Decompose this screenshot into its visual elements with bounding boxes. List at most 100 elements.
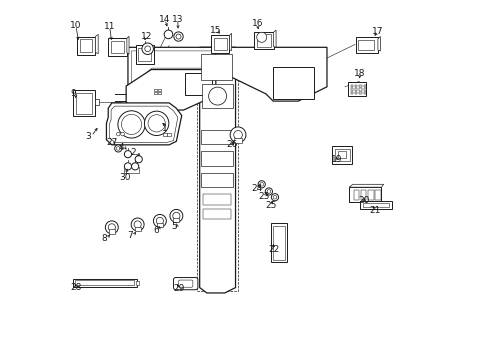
Bar <box>203 194 231 205</box>
Text: 10: 10 <box>70 21 81 30</box>
Bar <box>154 89 157 91</box>
Bar <box>355 37 377 53</box>
Bar <box>354 85 357 87</box>
Bar <box>253 32 273 49</box>
Text: 28: 28 <box>70 283 82 292</box>
Bar <box>273 67 314 99</box>
FancyBboxPatch shape <box>173 278 198 290</box>
Bar <box>350 88 352 91</box>
Text: 30: 30 <box>120 173 131 182</box>
Circle shape <box>164 30 172 39</box>
Bar <box>359 85 361 87</box>
Bar <box>353 190 359 200</box>
Bar <box>363 92 366 94</box>
Circle shape <box>135 156 142 163</box>
Text: 2: 2 <box>131 148 136 157</box>
Text: 17: 17 <box>371 27 383 36</box>
Bar <box>76 93 92 114</box>
Bar <box>334 149 349 161</box>
Bar <box>359 92 361 94</box>
Bar <box>197 54 238 291</box>
Bar <box>203 209 231 220</box>
Circle shape <box>144 111 168 135</box>
Circle shape <box>258 181 265 188</box>
Text: 23: 23 <box>258 192 270 201</box>
Polygon shape <box>126 36 129 54</box>
Text: 1: 1 <box>162 123 167 132</box>
Circle shape <box>153 215 166 227</box>
Bar <box>347 82 366 96</box>
Circle shape <box>174 32 183 41</box>
Text: 11: 11 <box>104 22 115 31</box>
Bar <box>350 92 352 94</box>
Circle shape <box>273 195 276 199</box>
Polygon shape <box>199 47 235 293</box>
Bar <box>157 223 163 227</box>
Bar <box>136 45 153 64</box>
Bar <box>109 229 115 234</box>
Circle shape <box>116 147 120 150</box>
Circle shape <box>116 132 120 136</box>
FancyBboxPatch shape <box>178 280 192 287</box>
Bar <box>138 48 151 61</box>
Bar <box>111 41 124 53</box>
Bar <box>360 190 366 200</box>
Bar <box>234 138 241 143</box>
Text: 20: 20 <box>358 196 369 205</box>
Text: 7: 7 <box>127 231 133 240</box>
Bar <box>367 190 373 200</box>
Text: 27: 27 <box>106 138 118 147</box>
Bar <box>374 190 380 200</box>
Circle shape <box>118 111 145 138</box>
Bar <box>359 88 361 91</box>
Bar <box>185 73 212 95</box>
Polygon shape <box>229 33 231 50</box>
Circle shape <box>108 224 115 231</box>
Bar <box>363 85 366 87</box>
Bar <box>354 88 357 91</box>
Text: 16: 16 <box>251 19 263 28</box>
Circle shape <box>124 150 131 158</box>
Circle shape <box>172 212 180 220</box>
Text: 18: 18 <box>353 69 365 78</box>
Bar <box>354 92 357 94</box>
Text: 21: 21 <box>368 206 380 215</box>
Text: 9: 9 <box>70 89 76 98</box>
Bar <box>77 37 95 55</box>
Polygon shape <box>95 35 98 54</box>
Bar <box>201 173 233 187</box>
Polygon shape <box>109 106 178 142</box>
Bar <box>75 280 134 285</box>
Bar <box>80 40 92 52</box>
Bar <box>123 167 139 173</box>
Bar <box>201 151 233 166</box>
Circle shape <box>265 188 272 195</box>
Polygon shape <box>215 47 326 101</box>
Circle shape <box>142 43 153 54</box>
Text: 19: 19 <box>330 156 342 165</box>
Bar <box>108 38 126 55</box>
Bar <box>213 38 226 50</box>
Circle shape <box>144 46 150 51</box>
Polygon shape <box>106 103 182 145</box>
Circle shape <box>148 115 165 132</box>
Polygon shape <box>377 37 380 51</box>
Text: 25: 25 <box>265 201 276 210</box>
Circle shape <box>233 131 242 139</box>
Bar <box>73 279 137 287</box>
Text: 4: 4 <box>119 143 124 152</box>
Circle shape <box>271 194 278 201</box>
Bar <box>135 226 140 231</box>
Circle shape <box>105 221 118 234</box>
Bar <box>73 90 95 116</box>
Bar <box>357 40 373 50</box>
Bar <box>95 99 99 105</box>
Bar <box>136 281 139 285</box>
Text: 29: 29 <box>173 284 184 293</box>
Text: 22: 22 <box>267 246 279 255</box>
Circle shape <box>134 221 141 228</box>
Circle shape <box>121 114 142 134</box>
Text: 15: 15 <box>210 26 222 35</box>
Bar <box>348 187 381 202</box>
Bar <box>158 92 160 94</box>
